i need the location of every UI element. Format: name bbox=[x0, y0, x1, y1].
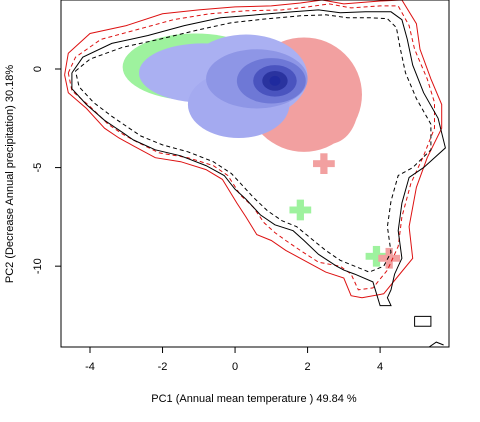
envelope-lines bbox=[64, 0, 446, 347]
density-region-overlap bbox=[269, 75, 281, 86]
y-tick-label: -10 bbox=[32, 258, 44, 274]
y-axis: 0 -5 -10 bbox=[32, 66, 62, 274]
y-tick-label: 0 bbox=[32, 66, 44, 72]
x-tick-label: -2 bbox=[158, 361, 168, 373]
y-axis-label: PC2 (Decrease Annual precipitation) 30.1… bbox=[4, 65, 16, 284]
x-tick-label: 4 bbox=[377, 361, 383, 373]
envelope-black-dashed-3 bbox=[75, 14, 432, 273]
envelope-red-dashed-1 bbox=[67, 3, 435, 291]
stray-cell-red bbox=[313, 153, 335, 174]
stray-cell-green bbox=[289, 199, 312, 221]
envelope-black-solid-small-5 bbox=[428, 341, 444, 347]
density-heatmap bbox=[122, 33, 401, 269]
stray-cell-green bbox=[365, 245, 388, 267]
envelope-black-solid-2 bbox=[71, 9, 446, 307]
x-tick-label: 2 bbox=[305, 361, 311, 373]
x-tick-label: 0 bbox=[232, 361, 238, 373]
envelope-black-solid-small-4 bbox=[414, 315, 432, 327]
x-axis: -4 -2 0 2 4 bbox=[85, 346, 383, 373]
stray-cell-red bbox=[378, 247, 401, 269]
envelope-red-solid-0 bbox=[64, 0, 443, 299]
y-tick-label: -5 bbox=[32, 163, 44, 173]
x-tick-label: -4 bbox=[85, 361, 95, 373]
density-region-red bbox=[300, 65, 359, 144]
x-axis-label: PC1 (Annual mean temperature ) 49.84 % bbox=[151, 393, 357, 405]
